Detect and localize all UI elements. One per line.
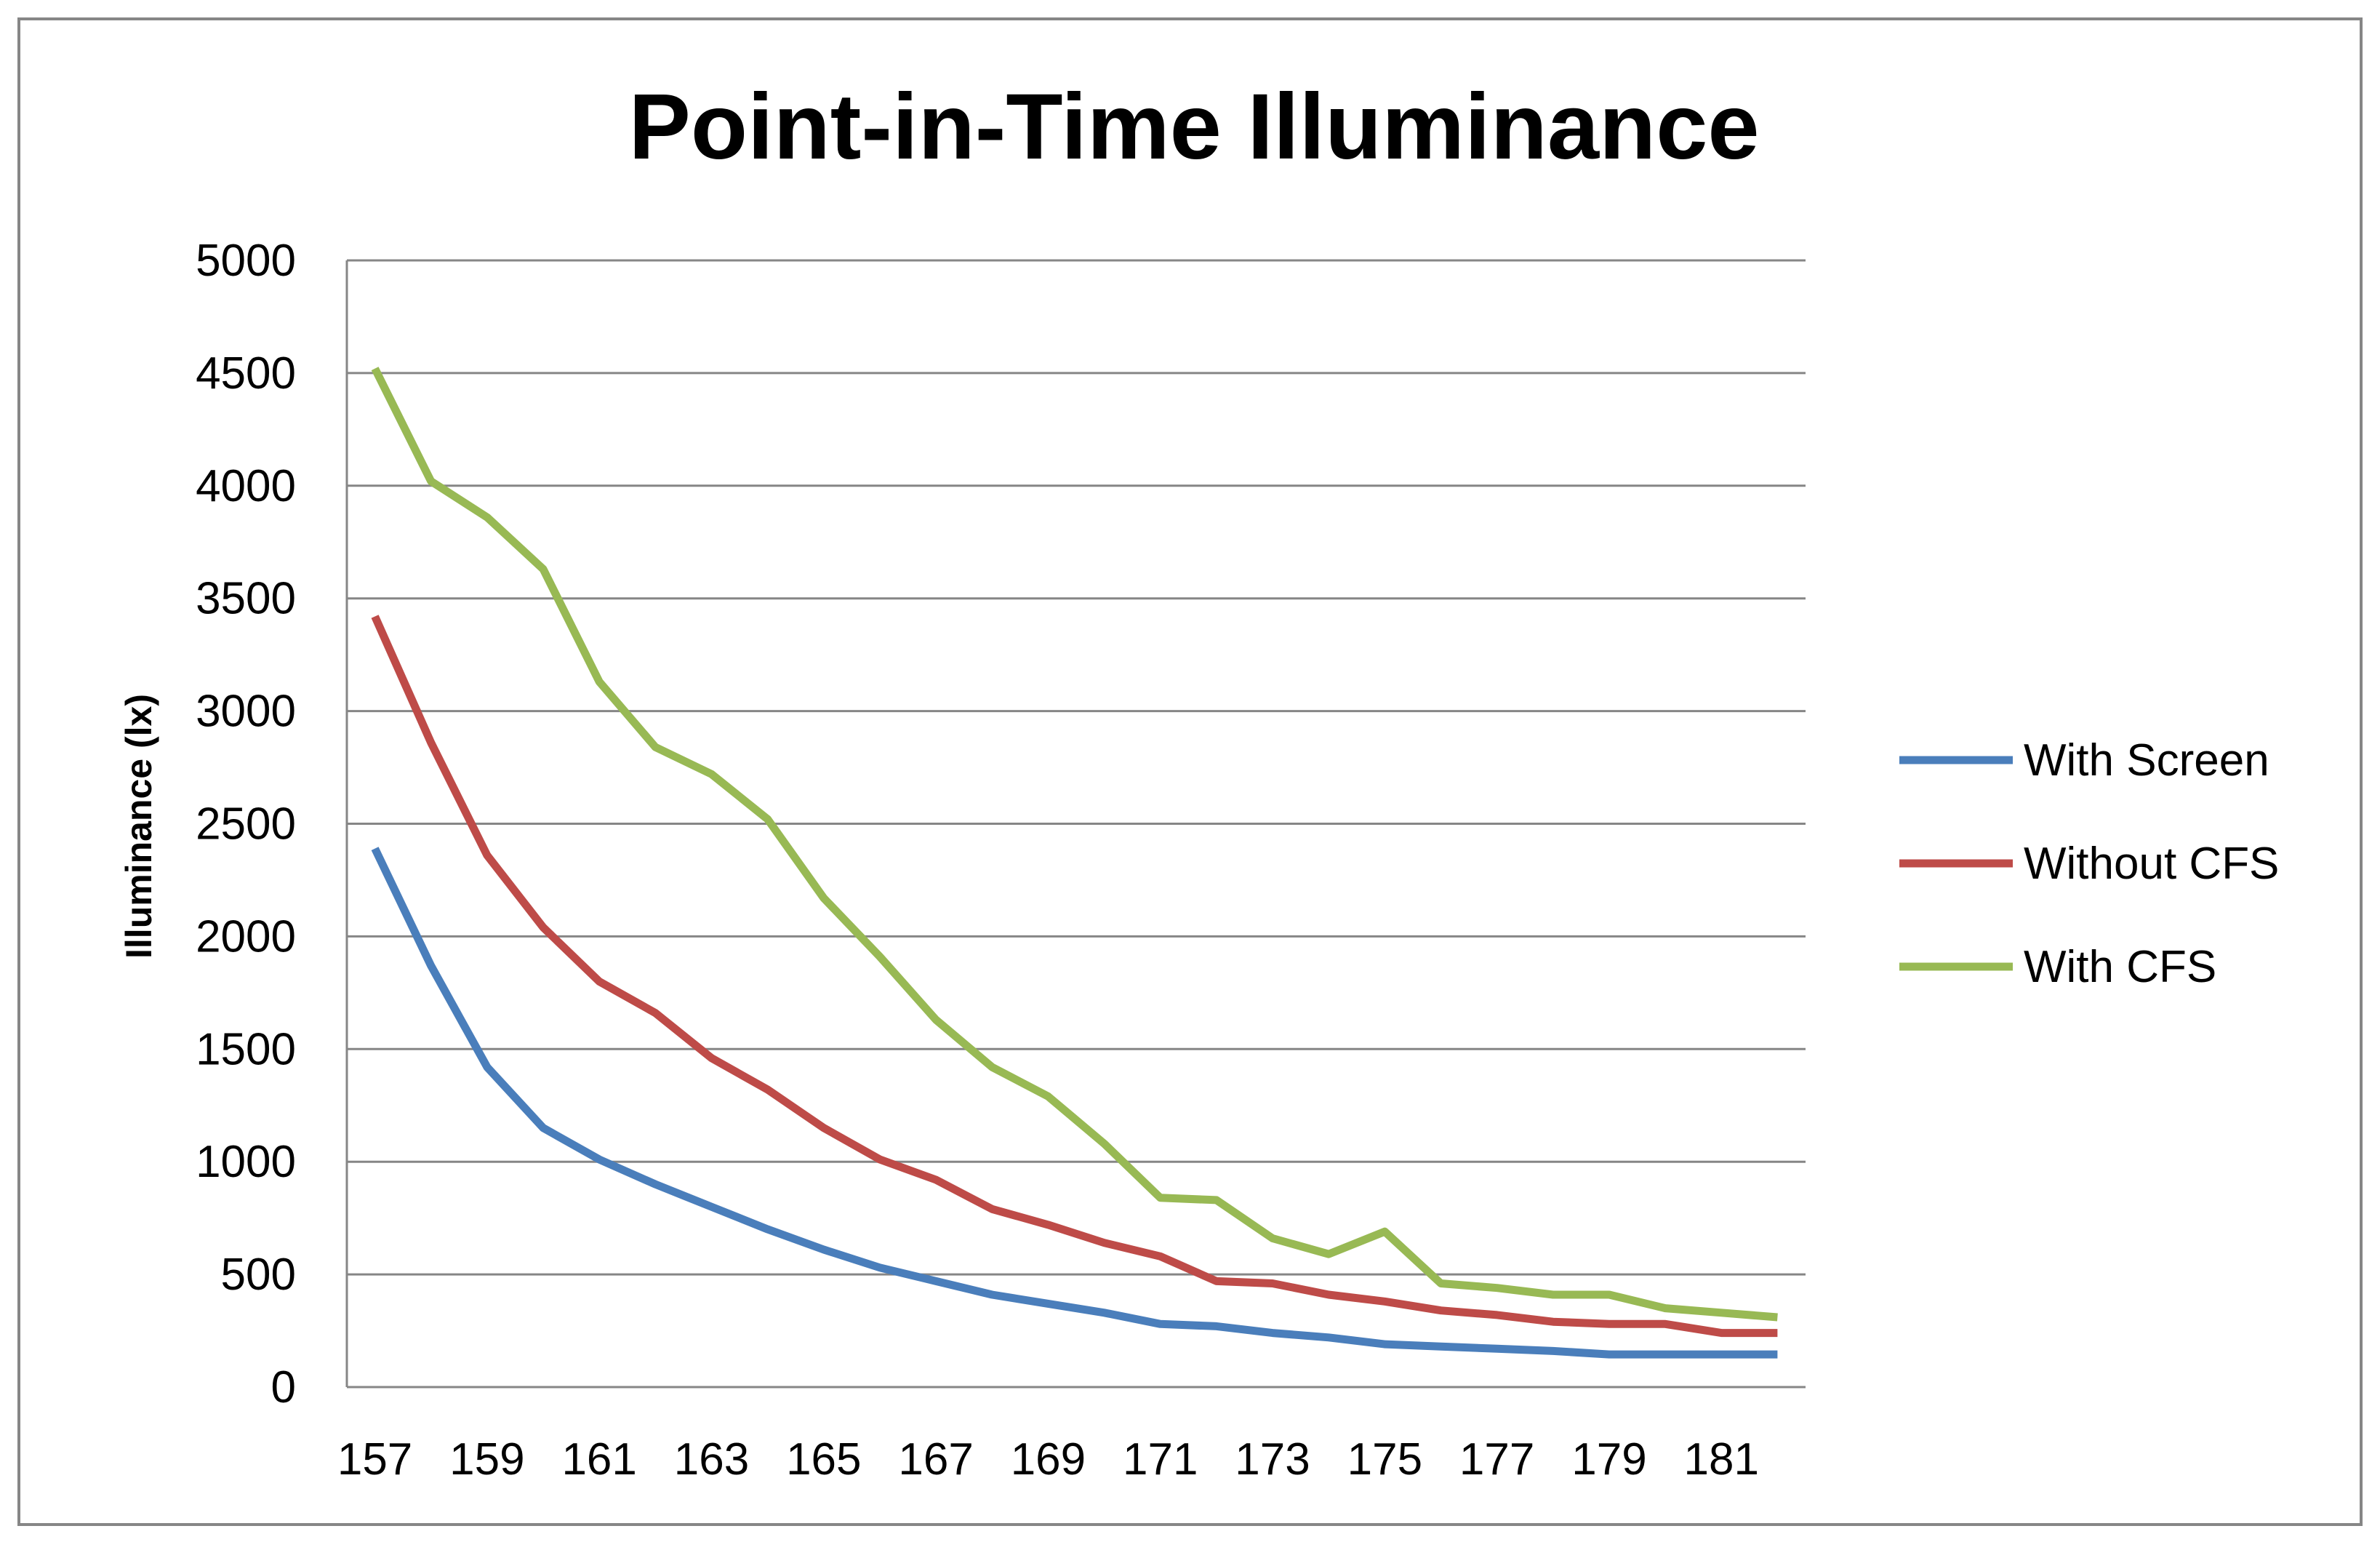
- x-tick-label: 177: [1459, 1434, 1534, 1485]
- legend-item-with-screen: With Screen: [1899, 735, 2269, 786]
- legend-label: Without CFS: [2024, 839, 2279, 889]
- series-line-without-cfs: [371, 615, 1778, 1338]
- x-tick-label: 157: [337, 1434, 412, 1485]
- y-tick-label: 3000: [196, 687, 296, 737]
- y-tick-label: 2000: [196, 911, 296, 962]
- legend-label: With Screen: [2024, 735, 2269, 786]
- x-tick-label: 175: [1347, 1434, 1422, 1485]
- x-tick-label: 159: [449, 1434, 524, 1485]
- legend-label: With CFS: [2024, 942, 2216, 992]
- y-tick-label: 0: [271, 1362, 296, 1413]
- x-tick-label: 179: [1571, 1434, 1646, 1485]
- y-tick-label: 3500: [196, 574, 296, 624]
- y-axis-title: Illuminance (lx): [119, 694, 159, 959]
- x-tick-label: 181: [1684, 1434, 1759, 1485]
- x-tick-label: 165: [786, 1434, 861, 1485]
- x-tick-label: 167: [898, 1434, 973, 1485]
- y-axis-tick-labels: 0 500 1000 1500 2000 2500 3000 3500 4000 4500 5000: [196, 236, 296, 1413]
- x-axis-tick-labels: 157 159 161 163 165 167 169 171 173 175 177 179 181: [337, 1434, 1759, 1485]
- axes: [345, 260, 1806, 1389]
- y-tick-label: 2500: [196, 799, 296, 850]
- y-tick-label: 4000: [196, 461, 296, 511]
- y-tick-label: 500: [221, 1250, 296, 1300]
- x-tick-label: 163: [674, 1434, 749, 1485]
- gridlines: [347, 259, 1806, 1276]
- x-tick-label: 171: [1123, 1434, 1198, 1485]
- series-line-with-screen: [371, 847, 1778, 1359]
- x-tick-label: 173: [1235, 1434, 1310, 1485]
- series-lines: [371, 367, 1778, 1359]
- y-tick-label: 1500: [196, 1024, 296, 1074]
- chart-title: Point-in-Time Illuminance: [628, 75, 1759, 179]
- y-tick-label: 1000: [196, 1137, 296, 1187]
- chart-border: [17, 17, 2363, 1526]
- x-tick-label: 161: [561, 1434, 636, 1485]
- y-tick-label: 5000: [196, 236, 296, 286]
- legend-item-without-cfs: Without CFS: [1899, 839, 2279, 889]
- series-line-with-cfs: [371, 367, 1778, 1322]
- x-tick-label: 169: [1011, 1434, 1086, 1485]
- legend-item-with-cfs: With CFS: [1899, 942, 2216, 992]
- legend: With Screen Without CFS With CFS: [1899, 735, 2279, 992]
- y-tick-label: 4500: [196, 348, 296, 399]
